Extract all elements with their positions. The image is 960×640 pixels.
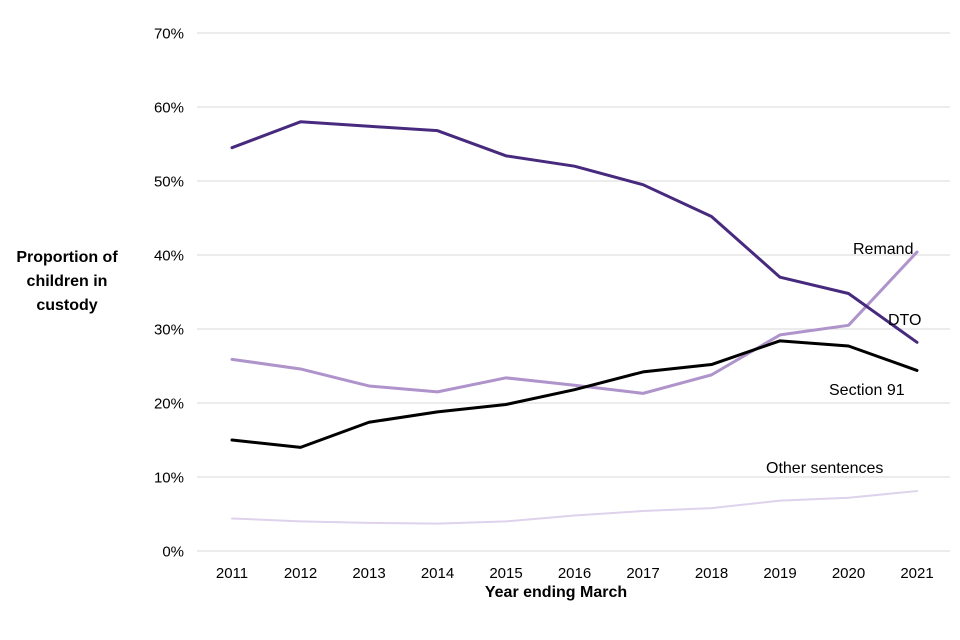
series-line-other-sentences xyxy=(231,490,918,525)
y-axis-title: Proportion of children in custody xyxy=(16,249,118,314)
x-tick-label: 2019 xyxy=(763,565,796,582)
series-line-section-91 xyxy=(230,339,919,449)
x-tick-label: 2021 xyxy=(900,565,933,582)
y-tick-label: 30% xyxy=(154,322,184,339)
x-tick-label: 2017 xyxy=(626,565,659,582)
x-tick-label: 2020 xyxy=(832,565,865,582)
y-tick-label: 0% xyxy=(162,544,184,561)
y-tick-label: 40% xyxy=(154,248,184,265)
x-tick-label: 2016 xyxy=(558,565,591,582)
y-tick-label: 20% xyxy=(154,396,184,413)
x-tick-label: 2018 xyxy=(695,565,728,582)
x-axis-title: Year ending March xyxy=(484,584,628,601)
series-label-dto: DTO xyxy=(888,312,921,329)
x-tick-label: 2014 xyxy=(421,565,454,582)
x-tick-label: 2011 xyxy=(216,565,248,582)
y-tick-label: 60% xyxy=(154,100,184,117)
series-label-other-sentences: Other sentences xyxy=(766,460,883,477)
series-line-dto xyxy=(230,120,919,344)
series-line-remand xyxy=(230,250,919,395)
x-tick-label: 2015 xyxy=(489,565,522,582)
series-label-remand: Remand xyxy=(853,241,913,258)
x-tick-label: 2013 xyxy=(352,565,385,582)
y-tick-label: 10% xyxy=(154,470,184,487)
y-tick-label: 50% xyxy=(154,174,184,191)
series-label-section-91: Section 91 xyxy=(829,382,905,399)
x-tick-label: 2012 xyxy=(284,565,317,582)
y-tick-label: 70% xyxy=(154,26,184,43)
